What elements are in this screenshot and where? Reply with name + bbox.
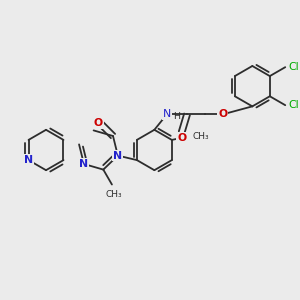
Text: N: N (80, 159, 88, 169)
Text: O: O (94, 118, 103, 128)
Text: H: H (173, 112, 180, 121)
Text: O: O (177, 133, 186, 142)
Text: CH₃: CH₃ (193, 132, 210, 141)
Text: O: O (218, 110, 227, 119)
Text: Cl: Cl (288, 62, 299, 72)
Text: Cl: Cl (288, 100, 299, 110)
Text: N: N (113, 151, 122, 160)
Text: N: N (24, 155, 33, 165)
Text: N: N (163, 110, 171, 119)
Text: CH₃: CH₃ (105, 190, 122, 199)
